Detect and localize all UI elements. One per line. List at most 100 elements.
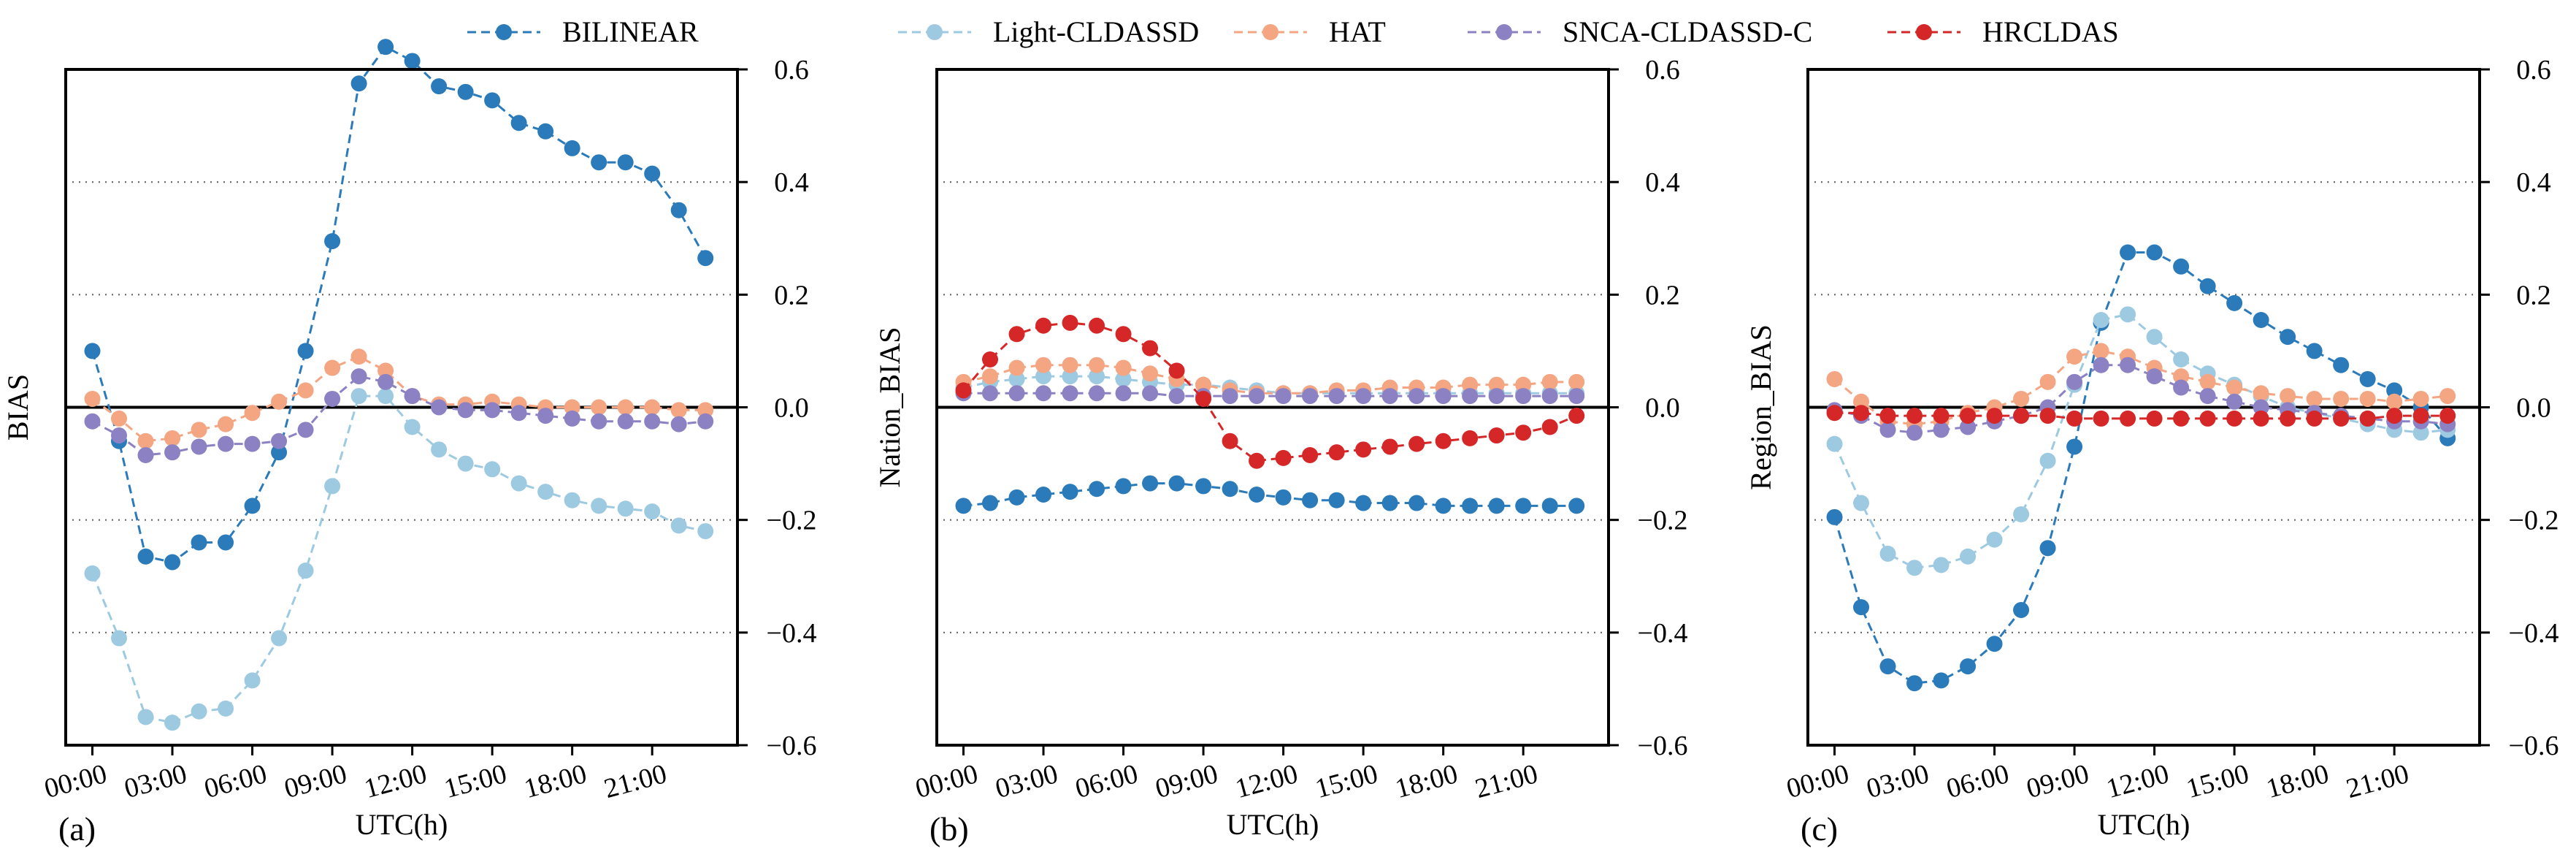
data-point <box>1906 424 1923 441</box>
y-tick-label: 0.6 <box>774 55 809 85</box>
panel-c: 0.60.40.20.0−0.2−0.4−0.600:00 03:00 06:00 0… <box>1744 55 2558 847</box>
data-point <box>1008 370 1025 387</box>
grid-lines <box>937 181 1609 633</box>
data-point <box>2066 438 2083 455</box>
data-point <box>982 495 999 511</box>
y-axis: 0.6 0.4 0.2 0.0 −0.2 −0.4 −0.6 <box>737 55 816 761</box>
data-point <box>1853 495 1870 511</box>
data-point <box>1515 388 1532 405</box>
data-point <box>1515 498 1532 514</box>
data-point <box>1168 475 1185 492</box>
data-point <box>617 399 634 416</box>
data-point <box>670 202 687 218</box>
data-point <box>2386 408 2403 424</box>
panel-letter: (b) <box>929 810 969 847</box>
data-point <box>1008 326 1025 343</box>
data-point <box>2093 312 2109 329</box>
series-bilinear <box>955 475 1585 514</box>
data-point <box>1302 447 1319 464</box>
x-tick-label: 21:00 <box>601 758 670 804</box>
data-point <box>1488 376 1505 393</box>
legend-label-snca-cldassd-c: SNCA-CLDASSD-C <box>1563 15 1812 48</box>
data-point <box>350 368 367 385</box>
y-tick-label: 0.4 <box>1645 167 1680 198</box>
data-point <box>1142 365 1159 382</box>
y-tick-label: −0.6 <box>767 731 817 761</box>
data-point <box>1435 432 1452 449</box>
data-point <box>218 416 234 432</box>
data-point <box>591 498 607 514</box>
data-point <box>137 548 154 565</box>
data-point <box>1488 388 1505 405</box>
data-point <box>431 441 448 458</box>
data-point <box>1115 370 1132 387</box>
data-point <box>2280 388 2296 405</box>
data-point <box>1879 658 1896 675</box>
data-point <box>2439 388 2456 405</box>
y-tick-label: −0.4 <box>767 618 817 649</box>
data-point <box>1089 368 1105 385</box>
x-tick-label: 12:00 <box>2103 758 2171 804</box>
legend-marker-bilinear <box>496 24 512 40</box>
data-point <box>2039 540 2056 557</box>
y-axis-label: Nation_BIAS <box>873 327 906 488</box>
data-point <box>1933 408 1950 424</box>
series-line-light-cldassd <box>1833 313 2448 569</box>
data-point <box>1089 317 1105 334</box>
data-point <box>617 413 634 430</box>
data-point <box>2226 410 2243 427</box>
data-point <box>1222 388 1238 405</box>
series-snca-cldassd-c <box>84 368 714 464</box>
data-point <box>164 554 181 571</box>
data-point <box>564 140 580 156</box>
series-line-light-cldassd <box>963 375 1577 395</box>
x-tick-label: 03:00 <box>121 758 190 804</box>
data-point <box>537 123 554 140</box>
data-point <box>1089 385 1105 402</box>
data-point <box>1879 408 1896 424</box>
data-point <box>510 475 527 492</box>
data-point <box>1826 405 1843 422</box>
data-point <box>2306 390 2323 407</box>
x-axis: 00:00 03:00 06:00 09:00 12:00 15:00 18:00 21:00 <box>1783 745 2412 804</box>
data-point <box>244 498 261 514</box>
data-point <box>377 39 394 56</box>
data-point <box>164 430 181 446</box>
series-light-cldassd <box>84 388 714 731</box>
legend-entry-hrcldas: HRCLDAS <box>1887 15 2119 48</box>
y-tick-label: 0.2 <box>1645 280 1680 310</box>
x-tick-label: 21:00 <box>1472 758 1541 804</box>
data-point <box>431 399 448 416</box>
data-point <box>350 388 367 405</box>
series-line-hat <box>91 355 706 443</box>
data-point <box>2253 312 2269 329</box>
data-point <box>982 351 999 367</box>
data-point <box>1195 376 1212 393</box>
data-point <box>1986 408 2003 424</box>
data-point <box>1408 388 1425 405</box>
series-bilinear <box>84 39 714 571</box>
data-point <box>324 390 341 407</box>
data-point <box>137 709 154 725</box>
data-point <box>2146 329 2163 346</box>
data-point <box>2120 357 2136 373</box>
y-tick-label: 0.4 <box>774 167 809 198</box>
data-point <box>111 410 128 427</box>
data-point <box>377 373 394 390</box>
legend-marker-hrcldas <box>1916 24 1932 40</box>
data-point <box>2093 357 2109 373</box>
data-point <box>2120 410 2136 427</box>
series-hrcldas <box>955 314 1585 469</box>
data-point <box>2039 408 2056 424</box>
data-point <box>591 399 607 416</box>
y-tick-label: 0.6 <box>2516 55 2551 85</box>
x-tick-label: 03:00 <box>992 758 1061 804</box>
data-point <box>271 444 288 461</box>
data-point <box>164 715 181 731</box>
x-axis: 00:00 03:00 06:00 09:00 12:00 15:00 18:00 21:00 <box>41 745 670 804</box>
x-tick-label: 18:00 <box>1392 758 1460 804</box>
y-axis-label: Region_BIAS <box>1744 324 1777 490</box>
series-line-light-cldassd <box>91 395 706 724</box>
data-point <box>2173 379 2190 396</box>
